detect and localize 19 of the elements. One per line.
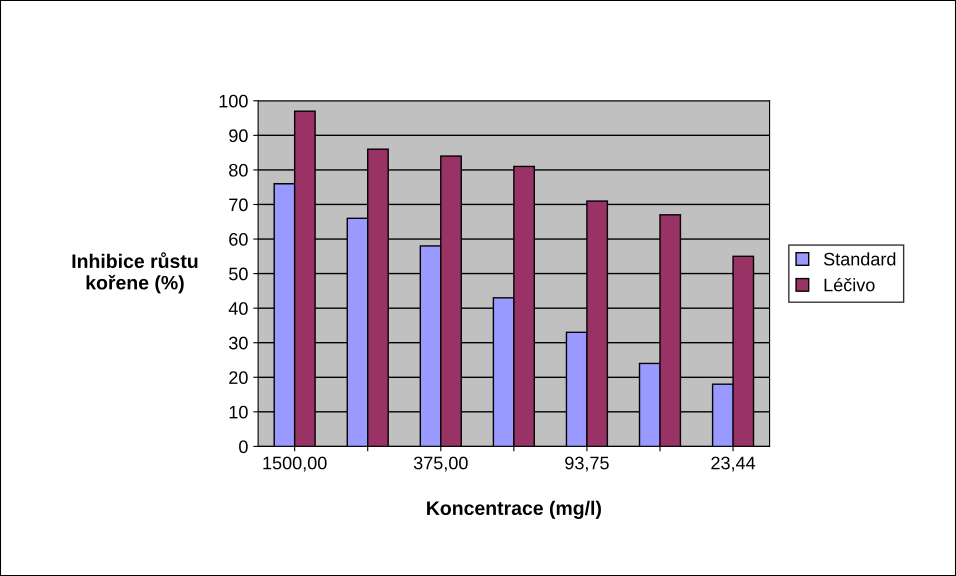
legend-label: Standard bbox=[824, 252, 896, 266]
x-tick-label: 93,75 bbox=[565, 456, 609, 472]
x-axis-title: Koncentrace (mg/l) bbox=[427, 500, 601, 519]
y-tick-label: 50 bbox=[229, 268, 248, 280]
x-tick-label: 375,00 bbox=[414, 456, 468, 472]
y-tick-label: 10 bbox=[230, 406, 248, 419]
y-tick-label: 20 bbox=[229, 371, 248, 384]
y-tick-label: 30 bbox=[229, 336, 248, 350]
y-tick-label: 40 bbox=[228, 302, 248, 315]
y-axis-title: Inhibice růstu kořene (%) bbox=[72, 252, 198, 294]
x-tick-label: 23,44 bbox=[711, 456, 756, 472]
y-tick-label: 70 bbox=[229, 198, 248, 212]
y-tick-label: 100 bbox=[220, 94, 248, 108]
y-tick-label: 80 bbox=[229, 164, 248, 177]
x-tick-label: 1500,00 bbox=[263, 456, 327, 472]
legend-label: Léčivo bbox=[824, 278, 875, 292]
y-tick-label: 0 bbox=[239, 440, 248, 454]
y-tick-label: 90 bbox=[229, 129, 248, 142]
y-tick-label: 60 bbox=[229, 232, 248, 246]
